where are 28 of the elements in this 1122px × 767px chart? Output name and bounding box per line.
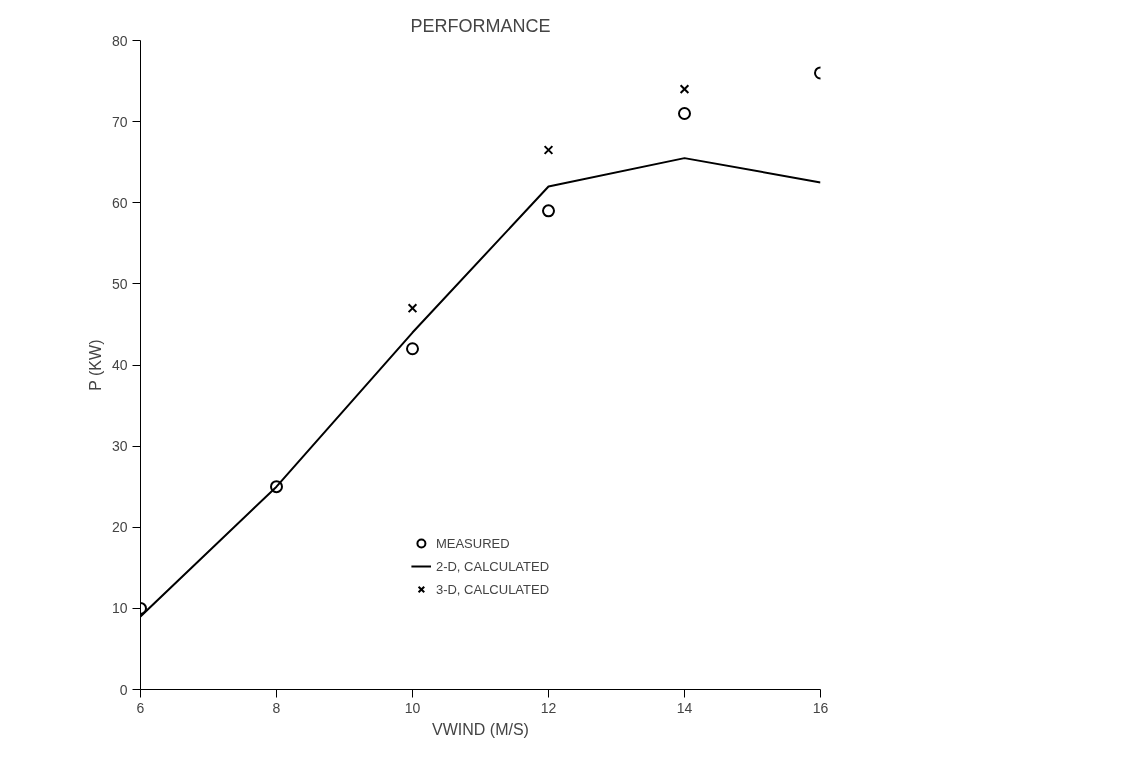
legend-label: 3-D, CALCULATED xyxy=(435,581,550,597)
y-tick-label: 10 xyxy=(111,600,128,617)
point xyxy=(406,342,419,356)
y-tick-label: 0 xyxy=(119,681,128,698)
legend-label: MEASURED xyxy=(435,535,510,551)
point xyxy=(678,107,691,120)
x-tick-label: 14 xyxy=(676,699,693,716)
y-tick-label: 60 xyxy=(111,194,128,211)
y-tick-label: 50 xyxy=(111,275,128,292)
x-tick-label: 10 xyxy=(404,699,421,716)
point xyxy=(270,480,283,494)
chart-title: PERFORMANCE xyxy=(410,15,551,36)
point xyxy=(542,204,555,218)
x-axis-title: VWIND (M/S) xyxy=(432,720,529,738)
y-tick-label: 20 xyxy=(111,519,128,536)
point xyxy=(543,145,554,155)
y-axis-title: P (KW) xyxy=(86,339,104,391)
point xyxy=(407,303,418,314)
legend-label: 2-D, CALCULATED xyxy=(435,558,550,574)
x-tick-label: 6 xyxy=(136,699,145,716)
x-tick-label: 8 xyxy=(272,699,281,716)
y-tick-label: 40 xyxy=(111,357,128,373)
x-tick-label: 12 xyxy=(540,699,557,716)
y-tick-label: 30 xyxy=(111,438,128,455)
y-tick-label: 80 xyxy=(111,32,128,49)
x-tick-label: 16 xyxy=(812,699,829,716)
point xyxy=(679,84,690,95)
y-tick-label: 70 xyxy=(111,113,128,130)
